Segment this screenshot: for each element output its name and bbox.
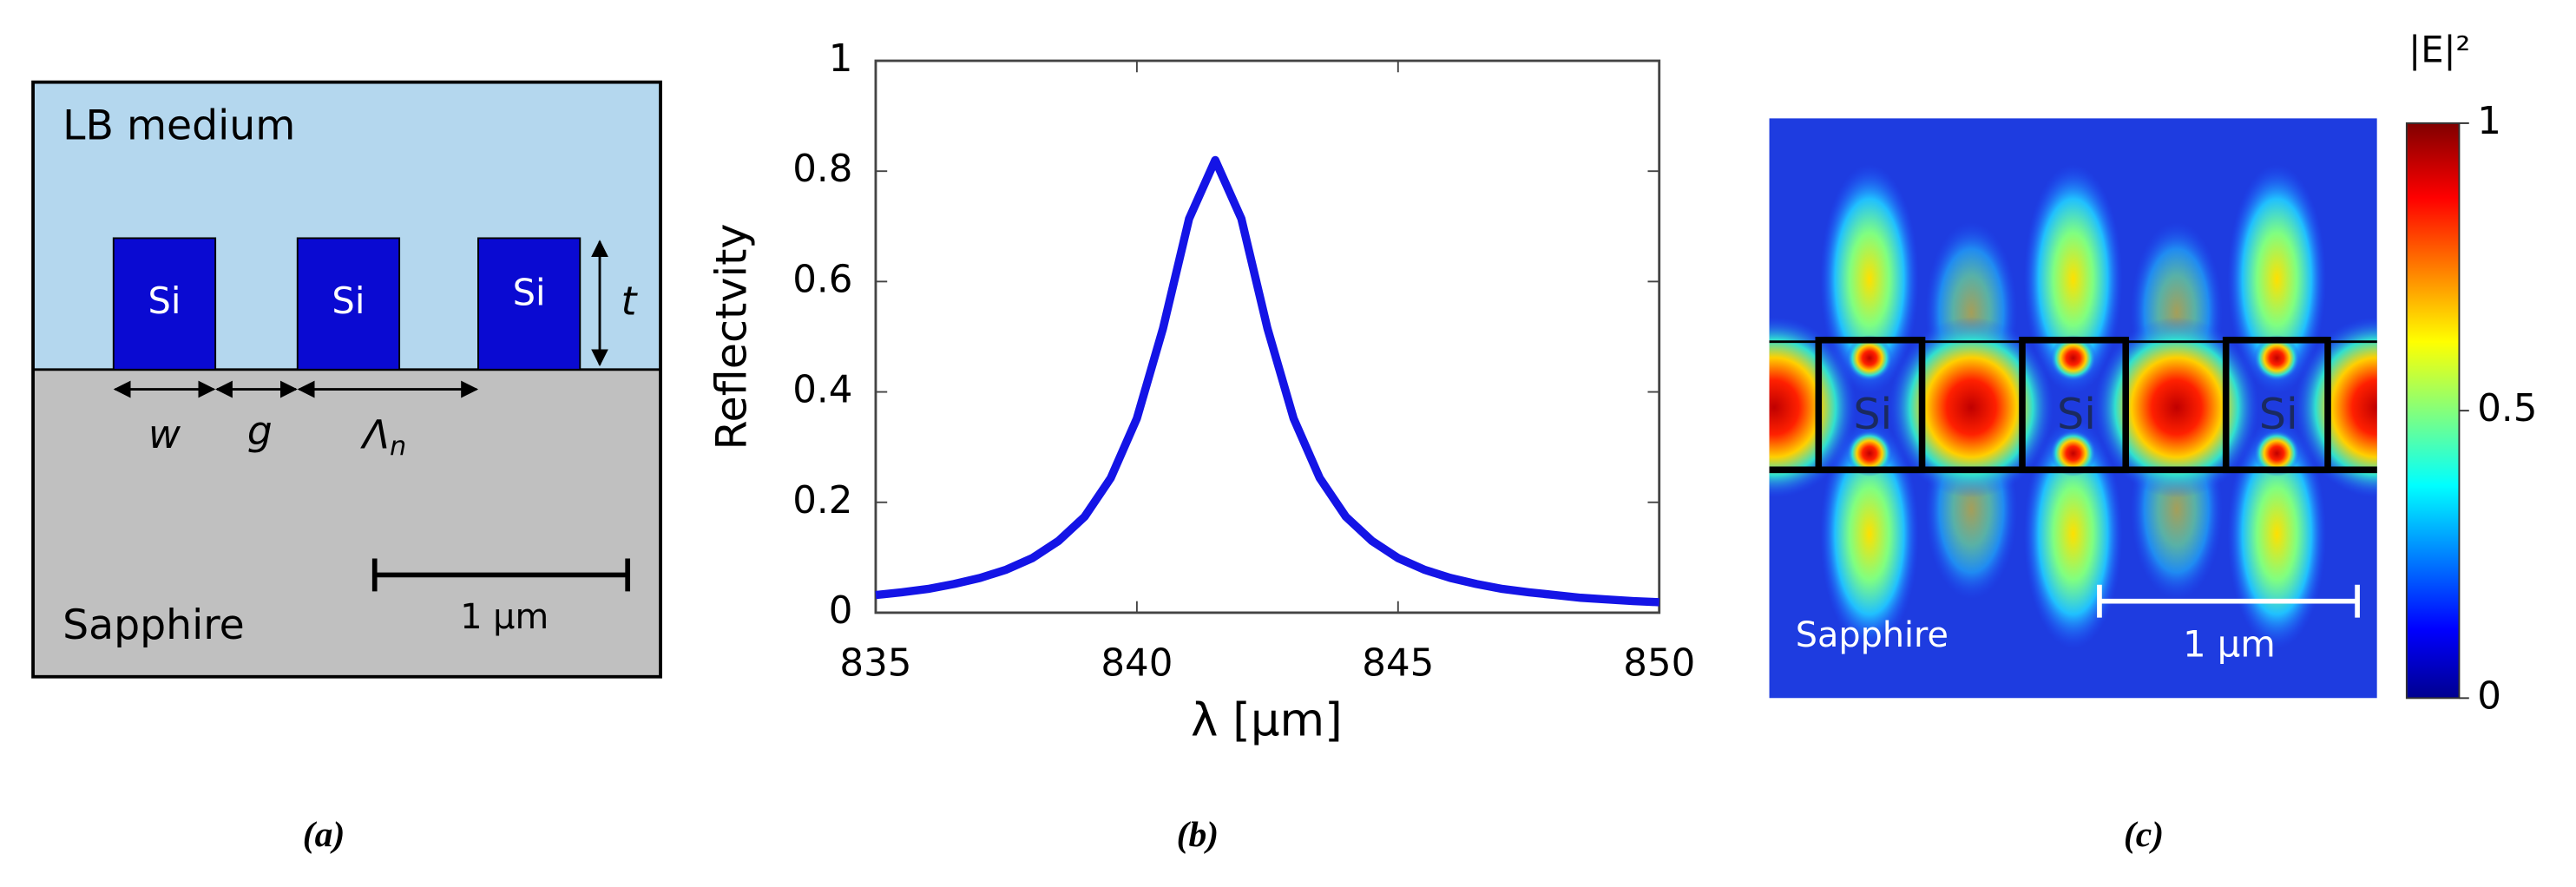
panel-c: Si Si Si 1 μm Sapphire |E|² 0 0.5 1	[1769, 29, 2537, 718]
hotspot	[2094, 317, 2259, 498]
medium-label: Sapphire	[1796, 615, 1948, 655]
y-axis-label: Reflectvity	[706, 223, 757, 450]
scale-label: 1 μm	[460, 597, 549, 637]
block-label: Si	[332, 279, 365, 322]
hotspot	[2253, 430, 2300, 476]
lobe	[2227, 418, 2327, 649]
block-label: Si	[148, 279, 181, 322]
si-block	[112, 237, 217, 371]
dim-label: t	[621, 279, 639, 325]
caption: (b)	[1177, 815, 1219, 855]
dim-label: Λn	[360, 411, 406, 461]
block-label: Si	[513, 272, 546, 314]
si-outline	[2019, 336, 2130, 474]
block-label: Si	[2259, 389, 2298, 439]
x-tick-label: 840	[1101, 642, 1173, 686]
y-tick-label: 0.2	[792, 479, 852, 522]
scale-label: 1 μm	[2183, 623, 2276, 666]
colorbar-tick-label: 1	[2477, 100, 2501, 143]
x-tick-label: 850	[1623, 642, 1695, 686]
x-tick-label: 835	[839, 642, 911, 686]
hotspot	[1889, 317, 2054, 498]
period-subscript: n	[390, 430, 406, 461]
x-axis-label: λ [μm]	[1191, 693, 1343, 746]
hotspot	[1846, 335, 1893, 382]
sapphire	[33, 369, 661, 677]
lobe	[1820, 418, 1919, 649]
plot-frame	[874, 59, 1661, 614]
colorbar-label: |E|²	[2408, 29, 2470, 71]
panel-a: LB medium Sapphire Si Si Si t w g Λn 1 μ…	[31, 80, 662, 679]
y-tick-label: 0.8	[792, 148, 852, 191]
hotspot	[1769, 317, 1856, 498]
colorbar-tick-label: 0.5	[2477, 387, 2537, 430]
hotspot	[2253, 335, 2300, 382]
colorbar	[2405, 122, 2461, 700]
hotspot	[2050, 335, 2097, 382]
panel-b: λ [μm] Reflectvity 0 0.2 0.4 0.6 0.8 1 835 840 8…	[706, 37, 1696, 746]
hotspot	[1846, 430, 1893, 476]
y-tick-label: 0.4	[792, 369, 852, 412]
y-tick-label: 1	[829, 37, 853, 81]
si-block	[296, 237, 401, 371]
colorbar-tick-label: 0	[2477, 674, 2501, 718]
hotspot	[2050, 430, 2097, 476]
x-tick-label: 845	[1362, 642, 1434, 686]
si-outline	[1815, 336, 1926, 474]
caption: (a)	[303, 815, 345, 855]
block-label: Si	[2057, 389, 2096, 439]
caption: (c)	[2124, 815, 2164, 855]
y-tick-label: 0.6	[792, 258, 852, 301]
medium-label: LB medium	[62, 102, 295, 150]
frame	[31, 80, 662, 679]
dim-label: g	[247, 408, 273, 454]
period-label: Λ	[360, 411, 390, 457]
si-outline	[2222, 336, 2331, 474]
hotspot	[2295, 317, 2377, 498]
dim-label: w	[148, 411, 181, 457]
medium-label: Sapphire	[62, 601, 245, 649]
y-tick-label: 0	[829, 589, 853, 633]
line-series	[875, 155, 1659, 607]
si-block	[477, 237, 582, 371]
block-label: Si	[1853, 389, 1892, 439]
